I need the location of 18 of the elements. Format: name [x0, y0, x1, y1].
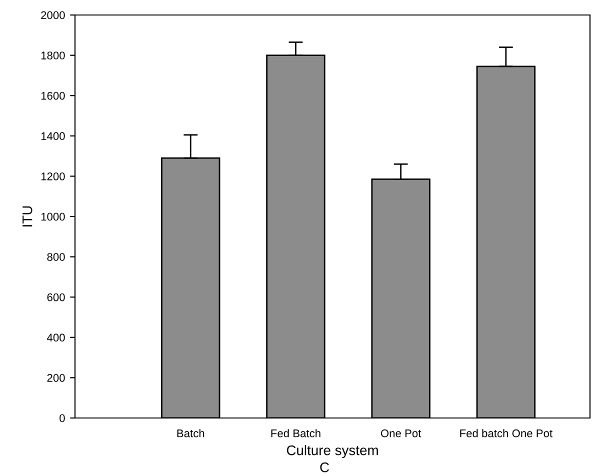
y-axis-title: ITU [22, 206, 32, 226]
y-tick-label: 2000 [41, 11, 65, 20]
y-tick-label: 1800 [41, 52, 65, 60]
y-tick-label: 400 [46, 334, 65, 342]
x-tick-label: Fed Batch [271, 429, 320, 438]
text: C [320, 462, 329, 472]
y-tick-label: 1400 [41, 132, 65, 140]
y-tick-label: 1000 [41, 212, 65, 221]
y-tick-label: 600 [47, 293, 65, 302]
x-tick-label: Fed batch One Pot [460, 429, 552, 438]
y-tick-label: 800 [47, 253, 65, 261]
y-tick-label: 0 [60, 414, 65, 422]
x-tick-label: One Pot [380, 429, 422, 438]
y-tick-label: 200 [47, 374, 65, 382]
y-tick-label: 1600 [41, 92, 65, 100]
y-tick-label: 1200 [41, 172, 65, 180]
x-axis-title: Culture system [286, 445, 378, 458]
x-tick-label: Batch [177, 429, 204, 438]
